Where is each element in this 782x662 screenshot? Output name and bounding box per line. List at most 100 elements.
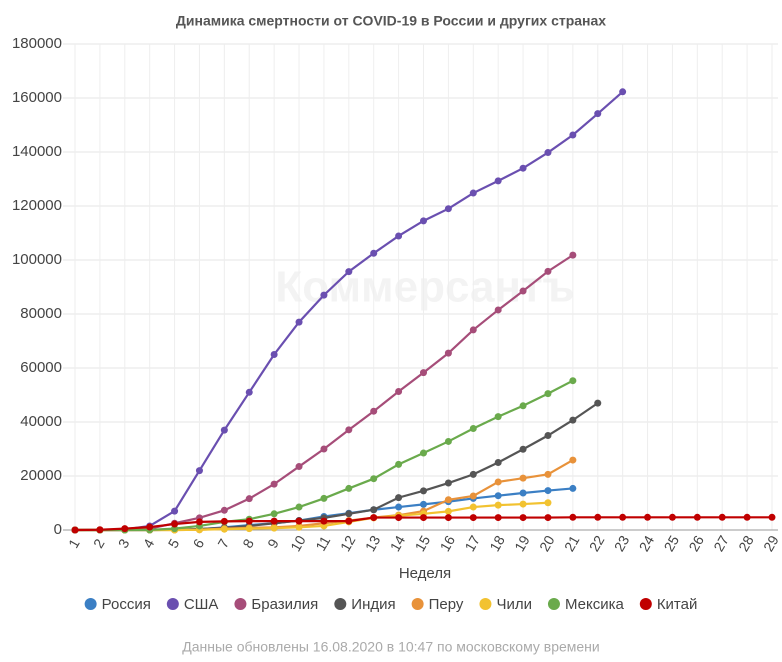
data-point (220, 426, 228, 434)
x-tick-label: 24 (636, 532, 658, 554)
x-tick-label: 10 (287, 532, 309, 554)
y-tick-label: 0 (54, 521, 62, 538)
data-point (544, 267, 552, 275)
x-axis-label: Неделя (399, 565, 451, 582)
data-point (469, 503, 477, 511)
data-point (370, 506, 378, 514)
data-point (519, 514, 527, 522)
data-point (370, 407, 378, 415)
data-point (171, 520, 179, 528)
data-point (345, 517, 353, 525)
data-point (444, 514, 452, 522)
data-point (619, 88, 627, 96)
y-tick-label: 60000 (20, 359, 62, 376)
data-point (395, 232, 403, 240)
data-point (345, 510, 353, 518)
data-point (594, 110, 602, 118)
data-point (469, 424, 477, 432)
data-point (544, 149, 552, 157)
data-point (444, 349, 452, 357)
data-point (146, 523, 154, 531)
legend-label: Индия (351, 596, 395, 613)
data-point (668, 513, 676, 521)
data-point (469, 492, 477, 500)
data-point (345, 426, 353, 434)
x-tick-label: 27 (710, 532, 732, 554)
x-tick-label: 21 (561, 532, 583, 554)
legend-label: Китай (657, 596, 698, 613)
data-point (270, 351, 278, 358)
data-point (544, 432, 552, 439)
data-point (295, 503, 303, 511)
data-point (171, 507, 179, 515)
data-point (544, 470, 552, 478)
data-point (768, 513, 776, 521)
y-tick-label: 20000 (20, 467, 62, 484)
data-point (195, 467, 203, 475)
data-point (544, 487, 552, 495)
data-point (320, 517, 328, 525)
x-tick-label: 25 (660, 532, 682, 554)
x-tick-label: 22 (586, 532, 608, 554)
legend-marker (411, 598, 424, 610)
data-point (270, 510, 278, 518)
data-point (544, 499, 552, 507)
x-tick-label: 13 (362, 532, 384, 554)
legend-label: Бразилия (251, 596, 318, 613)
data-point (569, 416, 577, 424)
data-point (718, 513, 726, 521)
data-point (494, 177, 502, 185)
data-point (395, 503, 403, 511)
x-tick-label: 6 (189, 536, 207, 551)
x-tick-label: 12 (337, 532, 359, 554)
data-point (444, 437, 452, 445)
legend-marker (639, 598, 652, 610)
x-tick-label: 3 (115, 536, 133, 551)
data-point (494, 492, 502, 500)
legend-marker (84, 598, 97, 610)
x-tick-label: 16 (436, 532, 458, 554)
data-point (370, 249, 378, 257)
data-point (295, 463, 303, 471)
data-point (320, 445, 328, 453)
data-point (295, 318, 303, 326)
legend-marker (547, 598, 560, 610)
legend-marker (479, 598, 492, 610)
data-point (469, 189, 477, 197)
legend-label: Россия (102, 596, 151, 613)
data-point (519, 402, 527, 410)
x-tick-label: 28 (735, 532, 757, 554)
data-point (420, 449, 427, 457)
data-point (245, 495, 253, 503)
data-point (71, 526, 79, 534)
x-tick-label: 1 (65, 536, 83, 551)
x-tick-label: 29 (760, 532, 782, 554)
x-tick-label: 17 (461, 532, 483, 554)
data-point (444, 507, 452, 515)
data-point (395, 387, 403, 395)
x-tick-label: 26 (685, 532, 707, 554)
data-point (270, 524, 278, 532)
data-point (395, 460, 403, 468)
data-point (270, 480, 278, 488)
data-point (644, 513, 652, 521)
x-tick-label: 18 (486, 532, 508, 554)
data-point (494, 501, 502, 509)
data-point (395, 514, 403, 522)
data-point (544, 390, 552, 398)
x-tick-label: 14 (387, 532, 409, 554)
data-point (295, 517, 303, 525)
data-point (594, 399, 602, 407)
x-tick-label: 20 (536, 532, 558, 554)
data-point (494, 459, 502, 466)
data-point (569, 251, 577, 259)
data-point (519, 445, 527, 453)
y-tick-label: 120000 (12, 197, 62, 214)
data-point (270, 517, 278, 525)
data-point (245, 388, 253, 396)
legend-label: Чили (496, 596, 532, 613)
data-point (420, 487, 427, 495)
data-point (569, 377, 577, 385)
data-point (743, 513, 751, 521)
x-tick-label: 15 (412, 532, 434, 554)
